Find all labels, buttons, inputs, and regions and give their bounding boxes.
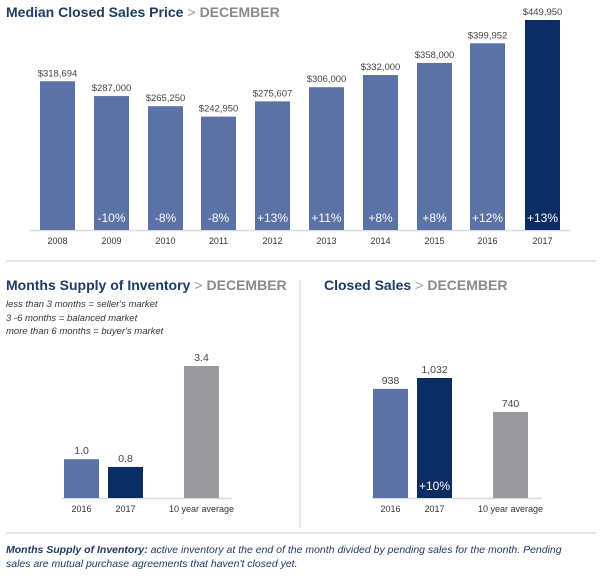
closed-sales-category-label: 10 year average xyxy=(478,504,543,514)
inventory-category-label: 10 year average xyxy=(169,504,234,514)
price-value-label: $449,950 xyxy=(523,7,563,18)
inventory-value-label: 1.0 xyxy=(74,445,89,457)
inventory-bar-2016 xyxy=(64,459,99,498)
price-value-label: $275,607 xyxy=(253,88,293,99)
price-category-label: 2009 xyxy=(101,236,121,246)
price-bar-2014 xyxy=(363,75,398,231)
closed-sales-bar-2017 xyxy=(417,378,452,498)
price-bar-2013 xyxy=(309,87,344,230)
closed-sales-chart-subtitle: DECEMBER xyxy=(427,277,508,293)
closed-sales-chart-title-text: Closed Sales xyxy=(324,277,412,293)
price-change-label: -10% xyxy=(97,211,125,225)
section-divider-bottom xyxy=(6,532,596,534)
closed-sales-category-label: 2017 xyxy=(424,504,444,514)
inventory-category-label: 2017 xyxy=(115,504,135,514)
price-value-label: $332,000 xyxy=(361,62,401,73)
price-change-label: +13% xyxy=(257,211,288,225)
price-category-label: 2008 xyxy=(47,236,67,246)
price-category-label: 2016 xyxy=(477,236,497,246)
title-separator: > xyxy=(187,4,196,20)
closed-sales-change-label: +10% xyxy=(419,479,450,493)
price-category-label: 2017 xyxy=(532,236,552,246)
median-price-chart: $318,694 2008 $287,000 -10% 2009 $265,250 -8% 2… xyxy=(30,7,570,246)
price-bar-2015 xyxy=(417,62,452,231)
inventory-bar-2017 xyxy=(108,466,143,498)
price-change-label: +8% xyxy=(422,211,447,225)
price-category-label: 2011 xyxy=(209,236,228,246)
closed-sales-chart-title: Closed Sales > DECEMBER xyxy=(324,277,507,293)
price-value-label: $318,694 xyxy=(38,68,78,79)
price-bar-2008 xyxy=(40,81,75,230)
section-divider-vertical xyxy=(299,280,301,528)
section-divider-top xyxy=(6,260,596,262)
price-chart-title: Median Closed Sales Price > DECEMBER xyxy=(6,4,280,20)
price-category-label: 2014 xyxy=(370,236,390,246)
title-separator: > xyxy=(415,277,424,293)
inventory-bar-10-year-average xyxy=(184,366,219,498)
inventory-chart-subtitle: DECEMBER xyxy=(206,277,287,293)
inventory-value-label: 0.8 xyxy=(118,453,133,465)
price-change-label: +8% xyxy=(368,211,393,225)
inventory-category-label: 2016 xyxy=(71,504,91,514)
price-change-label: +13% xyxy=(527,211,558,225)
price-category-label: 2015 xyxy=(424,236,444,246)
price-change-label: +12% xyxy=(472,211,503,225)
closed-sales-bar-2016 xyxy=(373,388,408,498)
closed-sales-value-label: 938 xyxy=(382,375,400,387)
price-bar-2016 xyxy=(470,43,505,230)
price-category-label: 2013 xyxy=(316,236,336,246)
note-buyers-market: more than 6 months = buyer's market xyxy=(6,326,164,337)
price-bar-2017 xyxy=(525,20,560,230)
note-sellers-market: less than 3 months = seller's market xyxy=(6,299,158,310)
note-balanced-market: 3 -6 months = balanced market xyxy=(6,312,138,324)
inventory-chart-title-text: Months Supply of Inventory xyxy=(6,277,191,293)
price-change-label: -8% xyxy=(155,211,177,225)
price-value-label: $287,000 xyxy=(92,83,132,94)
price-change-label: -8% xyxy=(208,211,230,225)
price-category-label: 2010 xyxy=(155,236,175,246)
inventory-chart-title: Months Supply of Inventory > DECEMBER xyxy=(6,277,287,293)
closed-sales-value-label: 740 xyxy=(502,398,520,410)
price-value-label: $358,000 xyxy=(415,50,455,61)
price-value-label: $242,950 xyxy=(199,104,239,115)
price-category-label: 2012 xyxy=(262,236,282,246)
footnote-text: active inventory at the end of the month… xyxy=(6,544,562,570)
inventory-value-label: 3.4 xyxy=(194,352,209,364)
price-bar-2010 xyxy=(148,106,183,230)
footnote: Months Supply of Inventory: active inven… xyxy=(6,543,566,571)
price-bar-2009 xyxy=(94,96,129,230)
market-legend-notes: less than 3 months = seller's market 3 -… xyxy=(6,298,163,339)
price-value-label: $399,952 xyxy=(468,30,508,41)
footnote-term: Months Supply of Inventory: xyxy=(6,544,148,556)
price-chart-subtitle: DECEMBER xyxy=(199,4,280,20)
price-bar-2012 xyxy=(255,101,290,230)
closed-sales-value-label: 1,032 xyxy=(421,364,447,376)
price-change-label: +11% xyxy=(311,211,341,225)
price-bar-2011 xyxy=(201,116,236,230)
closed-sales-category-label: 2016 xyxy=(380,504,400,514)
price-value-label: $306,000 xyxy=(307,74,347,85)
title-separator: > xyxy=(194,277,203,293)
price-chart-title-text: Median Closed Sales Price xyxy=(6,4,184,20)
closed-sales-bar-10-year-average xyxy=(493,411,528,498)
price-value-label: $265,250 xyxy=(146,93,186,104)
